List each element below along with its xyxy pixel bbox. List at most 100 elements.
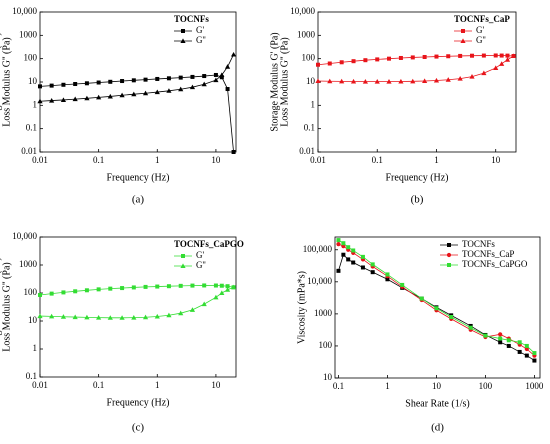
marker bbox=[231, 150, 236, 154]
y-axis-label: Loss Modulus G'' (Pa) bbox=[1, 37, 12, 126]
marker bbox=[385, 272, 390, 277]
y-axis-label: Storage Modulus G' (Pa) bbox=[0, 257, 2, 356]
marker bbox=[178, 86, 184, 92]
marker bbox=[363, 58, 368, 63]
marker bbox=[370, 262, 375, 267]
marker bbox=[449, 314, 454, 319]
marker bbox=[419, 296, 424, 301]
marker bbox=[180, 38, 186, 43]
legend-label: TOCNFs bbox=[462, 239, 495, 249]
y-tick-label: 0.01 bbox=[21, 146, 37, 156]
marker bbox=[339, 60, 344, 65]
y-axis-label: Loss Modulus G'' (Pa) bbox=[1, 262, 12, 351]
marker bbox=[166, 88, 172, 93]
marker bbox=[131, 285, 136, 290]
marker bbox=[142, 314, 149, 320]
marker bbox=[60, 97, 67, 102]
marker bbox=[400, 282, 405, 287]
marker bbox=[84, 95, 90, 101]
marker bbox=[154, 89, 160, 95]
marker bbox=[498, 336, 503, 341]
marker bbox=[447, 243, 451, 247]
marker bbox=[339, 78, 345, 84]
x-tick-label: 0.1 bbox=[93, 155, 104, 165]
y-tick-label: 10 bbox=[28, 76, 38, 86]
y-axis-label: Loss Modulus G'' (Pa) bbox=[279, 37, 290, 126]
marker bbox=[155, 284, 160, 289]
marker bbox=[351, 248, 356, 253]
marker bbox=[143, 77, 148, 82]
marker bbox=[498, 332, 503, 337]
marker bbox=[213, 72, 218, 77]
marker bbox=[505, 53, 510, 58]
y-tick-label: 10,000 bbox=[307, 276, 332, 286]
y-tick-label: 1000 bbox=[19, 29, 38, 39]
marker bbox=[316, 62, 320, 67]
marker bbox=[360, 265, 365, 270]
marker bbox=[506, 343, 511, 348]
x-tick-label: 1000 bbox=[525, 381, 544, 391]
marker bbox=[119, 92, 125, 98]
y-axis-label: Storage Modulus G' (Pa) bbox=[0, 32, 2, 131]
x-tick-label: 0.1 bbox=[93, 380, 104, 390]
marker bbox=[219, 290, 225, 295]
marker bbox=[370, 270, 375, 275]
y-tick-label: 100 bbox=[24, 53, 38, 63]
marker bbox=[498, 340, 503, 345]
legend-label: G' bbox=[476, 25, 484, 35]
marker bbox=[189, 84, 196, 90]
marker bbox=[506, 338, 511, 343]
marker bbox=[224, 287, 231, 292]
marker bbox=[230, 284, 237, 290]
x-tick-label: 10 bbox=[211, 155, 221, 165]
marker bbox=[84, 314, 90, 320]
y-tick-label: 1000 bbox=[297, 29, 316, 39]
x-tick-label: 0.01 bbox=[32, 155, 48, 165]
marker bbox=[346, 245, 351, 250]
y-axis-label: Storage Modulus G' (Pa) bbox=[269, 32, 280, 131]
x-tick-label: 0.01 bbox=[310, 155, 326, 165]
y-tick-label: 1000 bbox=[314, 308, 333, 318]
marker bbox=[341, 241, 346, 246]
marker bbox=[469, 74, 475, 79]
marker bbox=[351, 260, 356, 265]
marker bbox=[60, 314, 67, 319]
marker bbox=[181, 29, 185, 33]
marker bbox=[219, 72, 225, 77]
marker bbox=[225, 284, 230, 289]
marker bbox=[327, 61, 332, 66]
marker bbox=[386, 79, 392, 84]
marker bbox=[201, 301, 207, 307]
marker bbox=[120, 286, 125, 291]
marker bbox=[213, 283, 218, 288]
marker bbox=[493, 53, 498, 58]
marker bbox=[510, 53, 517, 59]
marker bbox=[120, 79, 125, 84]
series-line bbox=[317, 55, 514, 82]
y-axis-label: Viscosity (mPa*s) bbox=[296, 271, 307, 344]
x-tick-label: 10 bbox=[491, 155, 501, 165]
marker bbox=[410, 55, 415, 60]
marker bbox=[166, 284, 171, 289]
legend-label: G' bbox=[196, 250, 204, 260]
marker bbox=[73, 289, 78, 294]
marker bbox=[154, 313, 160, 319]
marker bbox=[375, 57, 380, 62]
marker bbox=[446, 54, 451, 59]
y-tick-label: 100 bbox=[302, 53, 316, 63]
marker bbox=[72, 314, 78, 320]
legend-title: TOCNFs_CaPGO bbox=[174, 239, 244, 249]
marker bbox=[461, 29, 465, 33]
marker bbox=[504, 57, 511, 62]
marker bbox=[201, 81, 207, 87]
marker bbox=[178, 310, 184, 316]
marker bbox=[524, 346, 529, 352]
x-tick-label: 0.1 bbox=[333, 381, 344, 391]
marker bbox=[142, 90, 149, 96]
marker bbox=[362, 79, 368, 84]
marker bbox=[336, 268, 341, 273]
marker bbox=[445, 77, 451, 82]
marker bbox=[190, 283, 195, 288]
marker bbox=[96, 80, 101, 85]
marker bbox=[166, 76, 171, 81]
